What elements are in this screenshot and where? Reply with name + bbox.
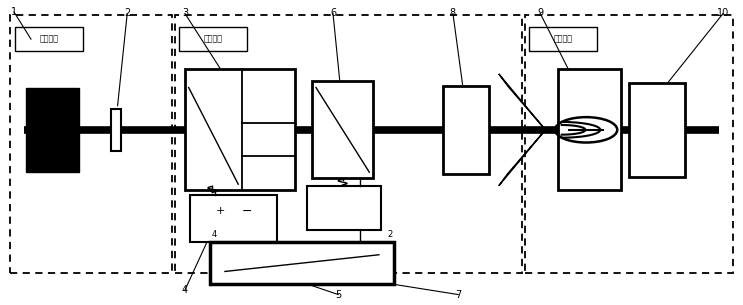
Text: +: + (216, 206, 225, 216)
Text: 4: 4 (211, 230, 216, 239)
Text: 7: 7 (455, 289, 461, 300)
Bar (312, 81, 373, 178)
Text: 编码部分: 编码部分 (204, 35, 223, 44)
Text: 输入部分: 输入部分 (39, 35, 58, 44)
Bar (185, 70, 294, 190)
Text: 4: 4 (182, 285, 188, 295)
Text: 10: 10 (717, 9, 729, 19)
Bar (558, 70, 621, 190)
Polygon shape (499, 74, 545, 130)
Bar (175, 15, 522, 273)
Text: 2: 2 (387, 230, 392, 239)
Text: 1: 1 (11, 7, 17, 17)
Text: 6: 6 (330, 9, 336, 19)
Bar (307, 186, 381, 230)
Bar (529, 27, 597, 51)
Text: 8: 8 (450, 9, 456, 19)
Text: 探测部分: 探测部分 (554, 35, 573, 44)
Bar (629, 83, 684, 177)
Text: 3: 3 (182, 9, 188, 19)
Bar (26, 88, 79, 172)
Bar (179, 27, 247, 51)
Polygon shape (499, 130, 545, 186)
Text: 9: 9 (537, 9, 543, 19)
Text: −: − (241, 205, 252, 218)
Bar (111, 109, 121, 151)
Bar (10, 15, 172, 273)
Bar (444, 86, 489, 174)
Bar (525, 15, 733, 273)
Bar (190, 195, 277, 242)
Text: 5: 5 (335, 289, 341, 300)
Bar (15, 27, 82, 51)
Bar (210, 242, 394, 284)
Text: 2: 2 (124, 9, 130, 19)
